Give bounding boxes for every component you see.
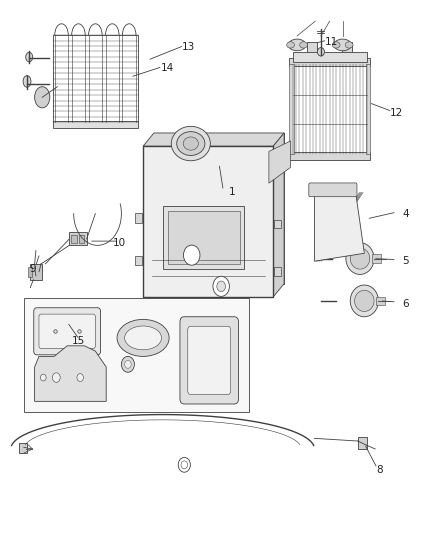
Ellipse shape xyxy=(121,357,134,372)
Text: 10: 10 xyxy=(113,238,126,248)
Ellipse shape xyxy=(125,326,162,350)
Bar xyxy=(163,206,244,269)
Polygon shape xyxy=(269,141,290,183)
Text: 11: 11 xyxy=(325,37,339,47)
Bar xyxy=(79,235,84,243)
Bar xyxy=(289,58,370,66)
Ellipse shape xyxy=(355,290,374,311)
Bar xyxy=(135,256,142,265)
Bar xyxy=(366,64,370,154)
Text: 9: 9 xyxy=(29,264,36,274)
Ellipse shape xyxy=(342,54,352,61)
Ellipse shape xyxy=(332,42,340,48)
FancyBboxPatch shape xyxy=(180,317,239,404)
Ellipse shape xyxy=(350,285,378,317)
Text: 5: 5 xyxy=(402,256,409,266)
Ellipse shape xyxy=(23,76,31,87)
Ellipse shape xyxy=(217,281,226,292)
Ellipse shape xyxy=(117,319,169,357)
Ellipse shape xyxy=(171,126,210,161)
Ellipse shape xyxy=(181,461,187,469)
Ellipse shape xyxy=(177,132,205,156)
Polygon shape xyxy=(35,346,106,401)
Text: 13: 13 xyxy=(182,42,195,52)
Ellipse shape xyxy=(345,42,353,48)
Bar xyxy=(293,52,367,62)
Bar xyxy=(289,152,370,160)
Ellipse shape xyxy=(318,47,325,56)
Text: 14: 14 xyxy=(160,63,173,73)
Bar xyxy=(372,254,381,263)
Bar xyxy=(19,443,27,453)
Bar xyxy=(289,64,293,154)
Ellipse shape xyxy=(350,248,370,269)
Ellipse shape xyxy=(40,374,46,381)
Ellipse shape xyxy=(288,39,306,51)
Ellipse shape xyxy=(334,39,351,51)
Polygon shape xyxy=(273,133,284,297)
Ellipse shape xyxy=(77,374,83,382)
Ellipse shape xyxy=(125,360,131,368)
Text: 15: 15 xyxy=(71,336,85,345)
Polygon shape xyxy=(314,192,364,261)
Ellipse shape xyxy=(35,87,50,108)
Ellipse shape xyxy=(26,52,33,62)
Bar xyxy=(377,297,385,305)
Ellipse shape xyxy=(178,457,191,472)
Text: 1: 1 xyxy=(229,188,235,197)
Bar xyxy=(69,232,87,245)
Ellipse shape xyxy=(213,276,230,296)
Bar xyxy=(274,267,281,276)
Ellipse shape xyxy=(300,42,307,48)
FancyBboxPatch shape xyxy=(34,308,101,355)
Ellipse shape xyxy=(183,137,198,150)
Bar xyxy=(30,264,42,280)
Ellipse shape xyxy=(184,245,200,265)
Bar xyxy=(342,42,352,58)
Polygon shape xyxy=(154,133,284,284)
Ellipse shape xyxy=(53,373,60,382)
Bar xyxy=(53,122,138,128)
Bar xyxy=(168,211,240,264)
Ellipse shape xyxy=(346,243,374,274)
Text: 8: 8 xyxy=(376,465,383,475)
Text: 12: 12 xyxy=(390,108,403,118)
Bar xyxy=(307,42,318,58)
Bar xyxy=(24,298,249,412)
Bar xyxy=(71,235,77,243)
Bar xyxy=(53,35,138,123)
Ellipse shape xyxy=(307,54,318,61)
FancyBboxPatch shape xyxy=(188,326,231,394)
FancyBboxPatch shape xyxy=(309,183,357,197)
Text: 6: 6 xyxy=(402,298,409,309)
Bar xyxy=(143,146,273,297)
Ellipse shape xyxy=(287,42,294,48)
FancyBboxPatch shape xyxy=(39,314,95,349)
Polygon shape xyxy=(143,133,284,146)
Bar xyxy=(135,213,142,223)
Bar xyxy=(274,220,281,228)
Bar xyxy=(358,437,367,449)
Bar xyxy=(293,64,367,154)
Bar xyxy=(28,267,32,277)
Text: 4: 4 xyxy=(402,208,409,219)
